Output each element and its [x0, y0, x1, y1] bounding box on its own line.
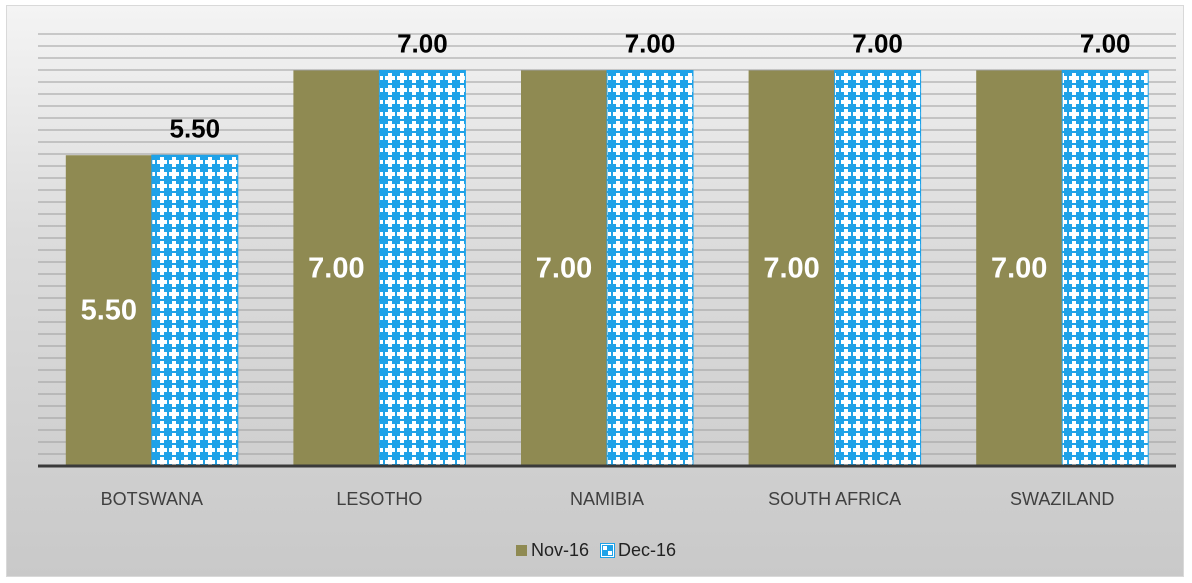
bar-nov16-botswana	[65, 155, 152, 466]
bar-nov16-lesotho	[293, 70, 380, 466]
x-tick-label-lesotho: LESOTHO	[336, 489, 422, 509]
legend-swatch-dec16	[601, 544, 614, 557]
bar-dec16-namibia	[606, 70, 694, 467]
legend-label-nov16: Nov-16	[530, 540, 589, 560]
x-tick-label-botswana: BOTSWANA	[101, 489, 203, 509]
legend-item-dec16: Dec-16	[601, 540, 676, 561]
bars	[65, 70, 1149, 467]
bar-nov16-south-africa	[748, 70, 835, 466]
x-tick-label-namibia: NAMIBIA	[570, 489, 644, 509]
bar-dec16-swaziland	[1061, 70, 1149, 467]
legend-swatch-nov16	[515, 545, 527, 556]
bar-dec16-botswana	[151, 154, 239, 467]
legend-label-dec16: Dec-16	[618, 540, 677, 560]
bar-dec16-south-africa	[834, 70, 922, 467]
data-label-dec16-south-africa: 7.00	[852, 29, 903, 59]
data-label-dec16-lesotho: 7.00	[397, 29, 448, 59]
x-tick-label-swaziland: SWAZILAND	[1010, 489, 1114, 509]
data-labels: 5.50 5.50 7.00 7.00 7.00 7.00 7.00 7.00 7.00 7.00	[81, 29, 1131, 327]
legend-item-nov16: Nov-16	[515, 540, 589, 561]
data-label-nov16-namibia: 7.00	[536, 252, 592, 284]
data-label-nov16-lesotho: 7.00	[308, 252, 364, 284]
data-label-dec16-botswana: 5.50	[169, 113, 220, 143]
data-label-dec16-namibia: 7.00	[625, 29, 676, 59]
data-label-dec16-swaziland: 7.00	[1080, 29, 1131, 59]
bar-nov16-namibia	[521, 70, 607, 466]
bar-dec16-lesotho	[378, 70, 466, 467]
data-label-nov16-swaziland: 7.00	[991, 252, 1047, 284]
x-tick-label-south-africa: SOUTH AFRICA	[768, 489, 901, 509]
data-label-nov16-botswana: 5.50	[81, 295, 137, 327]
legend: Nov-16 Dec-16	[0, 540, 1192, 561]
data-label-nov16-south-africa: 7.00	[763, 252, 819, 284]
bar-nov16-swaziland	[976, 70, 1063, 466]
x-axis-tick-labels: BOTSWANA LESOTHO NAMIBIA SOUTH AFRICA SWAZIL…	[101, 489, 1115, 509]
